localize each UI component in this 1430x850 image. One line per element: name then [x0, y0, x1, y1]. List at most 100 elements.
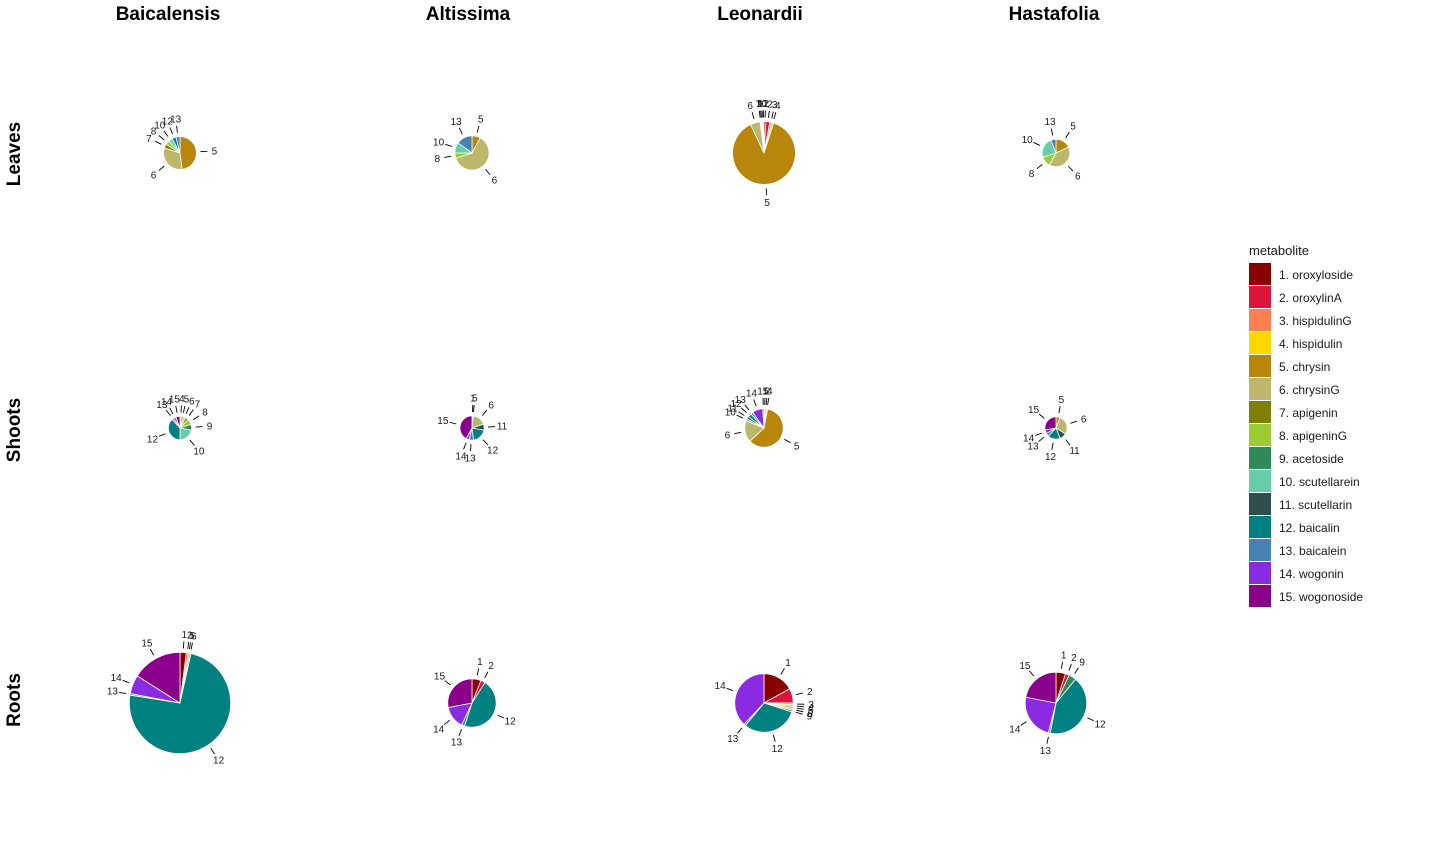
pie-slice-15	[136, 651, 181, 704]
slice-label-leader	[751, 112, 755, 120]
slice-label: 14	[746, 388, 758, 399]
slice-label-leader	[175, 405, 178, 413]
slice-label-leader	[458, 729, 463, 736]
pie-slice-15	[447, 678, 473, 708]
slice-label-leader	[189, 439, 195, 446]
slice-label: 8	[151, 127, 157, 138]
slice-label-leader	[760, 110, 762, 118]
slice-label-leader	[169, 127, 173, 135]
pie-slice-12	[168, 418, 181, 441]
column-title-leonardii: Leonardii	[717, 4, 803, 25]
slice-label-leader	[210, 747, 216, 755]
slice-label: 3	[772, 100, 778, 111]
slice-label: 5	[212, 146, 218, 157]
slice-label: 4	[808, 703, 814, 714]
slice-label-leader	[773, 112, 777, 120]
slice-label-leader	[481, 409, 488, 416]
pie-slice-5	[749, 408, 784, 448]
slice-label: 13	[450, 117, 462, 128]
slice-label-leader	[476, 125, 480, 133]
slice-label-leader	[1036, 164, 1043, 170]
slice-label-leader	[122, 679, 130, 684]
slice-label: 8	[435, 154, 441, 165]
slice-label-leader	[158, 433, 166, 437]
row-title-shoots: Shoots	[4, 398, 25, 462]
slice-label: 6	[725, 430, 731, 441]
pie-slice-12	[1049, 678, 1088, 735]
slice-label-leader	[482, 439, 489, 446]
slice-label: 2	[1071, 653, 1077, 664]
slice-label: 6	[189, 396, 195, 407]
slice-label-leader	[1070, 420, 1078, 424]
slice-label: 10	[433, 138, 445, 149]
slice-label-leader	[1067, 165, 1074, 172]
slice-label: 5	[472, 394, 478, 405]
slice-label-leader	[1060, 661, 1063, 669]
slice-label-leader	[726, 687, 734, 692]
slice-label-leader	[119, 691, 127, 695]
slice-label: 9	[207, 422, 213, 433]
pie-slice-12	[464, 682, 497, 728]
pie-slice-6	[163, 147, 183, 170]
legend-label-9: 9. acetoside	[1279, 452, 1344, 466]
pie-altissima-roots: 1 2 12 13 14 15	[433, 657, 516, 749]
slice-label-leader	[176, 125, 178, 133]
legend-label-4: 4. hispidulin	[1279, 337, 1342, 351]
slice-label-leader	[737, 727, 743, 734]
slice-label: 15	[1019, 661, 1031, 672]
slice-label: 13	[465, 454, 477, 465]
slice-label: 15	[757, 386, 769, 397]
pie-slice-6	[1048, 146, 1071, 168]
slice-label-leader	[449, 421, 457, 425]
slice-label-leader	[1051, 442, 1054, 450]
legend-label-2: 2. oroxylinA	[1279, 291, 1342, 305]
slice-label-leader	[1050, 128, 1054, 136]
slice-label: 1	[763, 99, 769, 110]
slice-label: 9	[807, 712, 813, 723]
slice-label: 12	[147, 434, 159, 445]
slice-label-leader	[169, 407, 174, 415]
slice-label-leader	[784, 438, 791, 443]
slice-label: 1	[477, 657, 483, 668]
slice-label: 13	[451, 738, 463, 749]
slice-label: 14	[161, 397, 173, 408]
slice-label: 14	[1009, 725, 1021, 736]
slice-label-leader	[741, 407, 747, 413]
slice-label-leader	[796, 709, 804, 713]
slice-label: 4	[775, 101, 781, 112]
legend: metabolite 1. oroxyloside 2. oroxylinA 3. …	[1249, 243, 1363, 607]
pie-altissima-leaves: 5 6 8 10 13	[433, 115, 498, 187]
slice-label-leader	[444, 680, 451, 686]
slice-label: 6	[807, 709, 813, 720]
slice-label: 5	[478, 115, 484, 126]
slice-label-leader	[182, 405, 186, 413]
legend-label-13: 13. baicalein	[1279, 544, 1346, 558]
pie-slice-14	[734, 673, 765, 725]
slice-label-leader	[1029, 670, 1035, 677]
slice-label-leader	[463, 442, 467, 450]
slice-label: 6	[191, 631, 197, 642]
column-title-hastafolia: Hastafolia	[1009, 4, 1100, 25]
column-title-baicalensis: Baicalensis	[116, 4, 221, 25]
legend-swatch-5	[1249, 355, 1271, 377]
slice-label-leader	[485, 168, 491, 175]
slice-label: 13	[1040, 746, 1052, 757]
slice-label-leader	[797, 705, 805, 708]
pie-slice-15	[459, 415, 473, 440]
slice-label: 6	[492, 176, 498, 187]
slice-label-leader	[744, 404, 750, 411]
legend-swatch-6	[1249, 378, 1271, 400]
slice-label: 14	[1023, 433, 1035, 444]
slice-label-leader	[149, 648, 155, 656]
slice-label-leader	[767, 398, 770, 406]
slice-label: 14	[715, 681, 727, 692]
pie-slice-13	[175, 136, 181, 154]
slice-label: 5	[1059, 395, 1065, 406]
slice-label-leader	[767, 110, 770, 118]
slice-label: 1	[1061, 650, 1067, 661]
slice-label: 8	[202, 408, 208, 419]
